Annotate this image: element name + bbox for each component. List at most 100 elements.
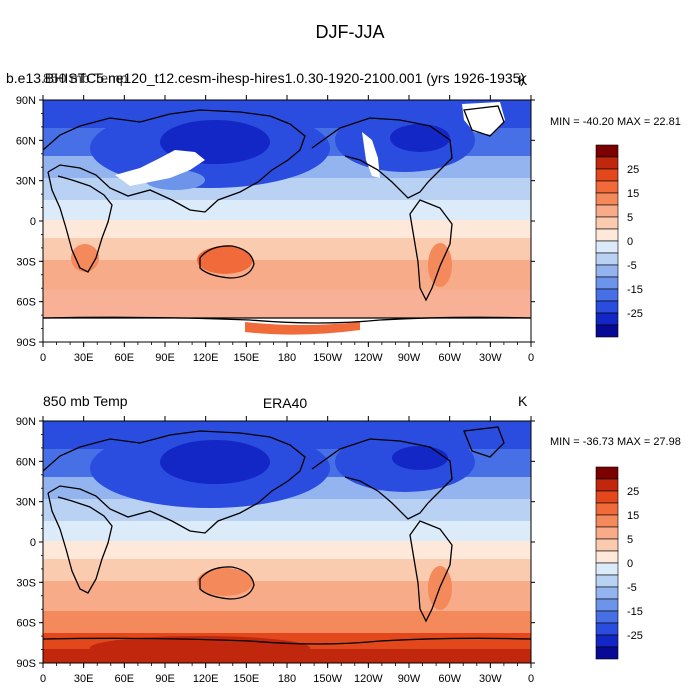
bottom-lat-label: 30S <box>16 577 36 589</box>
bottom-band-subtrop-nh <box>43 499 531 521</box>
top-colorbar-swatch <box>595 240 619 254</box>
bottom-lat-label: 60S <box>16 618 36 630</box>
bottom-colorbar-swatch <box>595 550 619 564</box>
bottom-lon-label: 60W <box>438 673 461 685</box>
bottom-map <box>43 421 531 663</box>
top-colorbar-label: -5 <box>627 260 637 272</box>
bottom-lon-label: 30W <box>479 673 502 685</box>
bottom-colorbar-swatch <box>595 622 619 636</box>
top-lon-label: 30W <box>479 352 502 364</box>
bottom-panel-center-string: ERA40 <box>262 395 308 411</box>
bottom-panel-left-string: 850 mb Temp <box>43 393 128 409</box>
top-panel-left-string-model: b.e13.BHISTC5.ne120_t12.cesm-ihesp-hires… <box>6 70 526 86</box>
bottom-lat-label: 90S <box>16 658 36 670</box>
bottom-colorbar-swatch <box>595 562 619 576</box>
top-lat-label: 90S <box>16 337 36 349</box>
top-colorbar-swatch <box>595 144 619 158</box>
bottom-band-equator <box>43 541 531 559</box>
bottom-colorbar-swatch <box>595 490 619 504</box>
top-lon-label: 30E <box>74 352 94 364</box>
bottom-colorbar-label: -5 <box>627 582 637 594</box>
bottom-australia-warm <box>197 568 253 596</box>
top-lon-label: 90E <box>155 352 175 364</box>
top-colorbar-swatch <box>595 180 619 194</box>
top-lat-label: 60N <box>16 135 36 147</box>
top-band-mid-sh <box>43 290 531 316</box>
bottom-lon-label: 0 <box>528 673 534 685</box>
bottom-band-subtrop-sh <box>43 581 531 611</box>
bottom-coastlines <box>43 426 531 645</box>
top-colorbar-swatch <box>595 156 619 170</box>
top-colorbar-swatch <box>595 192 619 206</box>
bottom-colorbar-swatch <box>595 610 619 624</box>
top-australia-warm <box>197 246 253 274</box>
top-lon-label: 120W <box>354 352 383 364</box>
top-lat-label: 30N <box>16 176 36 188</box>
figure-title: DJF-JJA <box>315 22 385 42</box>
bottom-colorbar-swatch <box>595 466 619 480</box>
bottom-colorbar-label: 25 <box>627 486 639 498</box>
top-panel-left-string: 850 mb Temp <box>43 70 128 86</box>
top-colorbar-swatch <box>595 324 619 338</box>
top-colorbar-swatch <box>595 216 619 230</box>
bottom-panel-units: K <box>518 393 528 409</box>
top-lon-label: 60W <box>438 352 461 364</box>
top-lat-label: 90N <box>16 95 36 107</box>
bottom-lon-label: 120W <box>354 673 383 685</box>
bottom-lon-label: 60E <box>115 673 135 685</box>
top-colorbar-label: 0 <box>627 236 633 248</box>
top-colorbar-swatch <box>595 204 619 218</box>
axes-layer: 90N 60N 30N 0 30S 60S 90S 0 30E 60E 90E 120E 150E 180… <box>16 95 535 685</box>
top-lon-label: 150W <box>313 352 342 364</box>
bottom-colorbar-label: -25 <box>627 630 643 642</box>
top-band-tropics-n <box>43 200 531 220</box>
bottom-band-mid-sh <box>43 611 531 633</box>
bottom-colorbar-swatch <box>595 586 619 600</box>
bottom-panel-minmax: MIN = -36.73 MAX = 27.98 <box>550 436 681 448</box>
top-lon-label: 90W <box>398 352 421 364</box>
bottom-colorbar-label: 15 <box>627 510 639 522</box>
top-band-subtrop-nh <box>43 178 531 200</box>
bottom-lon-label: 120E <box>193 673 219 685</box>
bottom-lat-label: 0 <box>30 537 36 549</box>
top-lon-label: 0 <box>40 352 46 364</box>
top-colorbar-swatch <box>595 276 619 290</box>
top-greenland-missing <box>462 102 505 135</box>
top-colorbar-swatch <box>595 252 619 266</box>
top-colorbar-swatch <box>595 228 619 242</box>
bottom-colorbar-label: 0 <box>627 558 633 570</box>
bottom-colorbar-swatch <box>595 634 619 648</box>
top-panel-units: K <box>518 72 528 88</box>
top-colorbar-swatch <box>595 312 619 326</box>
top-colorbar-label: 5 <box>627 212 633 224</box>
bottom-lat-label: 30N <box>16 497 36 509</box>
bottom-colorbar-label: 5 <box>627 534 633 546</box>
top-band-tropics-s <box>43 238 531 260</box>
top-lat-label: 0 <box>30 216 36 228</box>
bottom-colorbar-swatch <box>595 478 619 492</box>
top-colorbar-label: 25 <box>627 164 639 176</box>
top-eurasia-missing <box>115 150 205 186</box>
bottom-band-tropics-s <box>43 559 531 581</box>
top-lat-label: 30S <box>16 256 36 268</box>
top-lat-label: 60S <box>16 297 36 309</box>
bottom-lon-label: 90W <box>398 673 421 685</box>
top-colorbar-swatch <box>595 168 619 182</box>
top-rockies-missing <box>362 132 380 178</box>
bottom-colorbar-swatch <box>595 514 619 528</box>
colorbar-layer: 25 15 5 0 -5 -15 -25 25 15 5 0 -5 -15 -25 <box>595 144 643 660</box>
bottom-colorbar-swatch <box>595 646 619 660</box>
bottom-siberia-coldest <box>160 440 270 484</box>
top-lon-label: 0 <box>528 352 534 364</box>
top-band-equator <box>43 220 531 238</box>
bottom-colorbar-swatch <box>595 598 619 612</box>
top-panel-minmax: MIN = -40.20 MAX = 22.81 <box>550 116 681 128</box>
bottom-colorbar-swatch <box>595 538 619 552</box>
bottom-lon-label: 30E <box>74 673 94 685</box>
top-colorbar-label: -25 <box>627 308 643 320</box>
bottom-lon-label: 0 <box>40 673 46 685</box>
top-canada-coldest <box>390 124 450 152</box>
top-lon-label: 120E <box>193 352 219 364</box>
top-map <box>43 100 531 342</box>
